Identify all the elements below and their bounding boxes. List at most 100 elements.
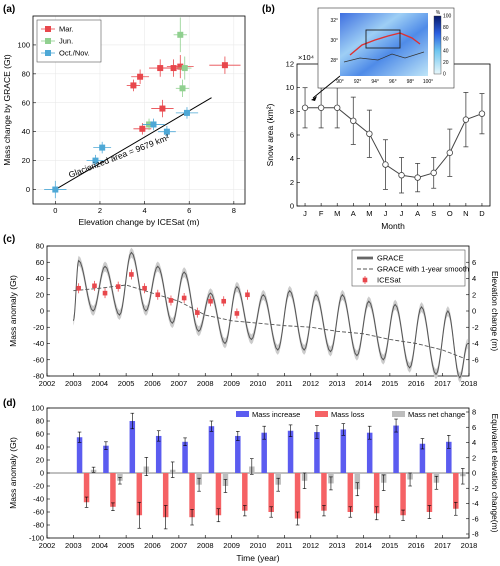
panel-a-xtick-label-2: 4	[142, 206, 146, 215]
panel-b-label: (b)	[262, 4, 275, 15]
panel-c-ylabel: Mass anomaly (Gt)	[8, 275, 18, 347]
panel-a-octnov-point-3-marker	[150, 121, 157, 128]
panel-d-y2tick-label-2: -4	[472, 499, 479, 508]
inset-pointer-arrowhead	[311, 96, 317, 101]
panel-a-mar-point-1-marker	[137, 73, 144, 80]
panel-b-point-2	[334, 104, 341, 111]
panel-a-legend-marker-0	[45, 26, 51, 32]
panel-a-legend-label-0: Mar.	[59, 25, 74, 34]
panel-d-ytick-label-10: 100	[31, 404, 44, 413]
panel-c-ytick-label-1: -60	[33, 355, 44, 364]
inset-map-image	[340, 13, 428, 76]
panel-c-legend-label-2: ICESat	[377, 276, 402, 285]
panel-d-ytick-label-3: -40	[33, 495, 44, 504]
panel-c-icesat-point-13	[245, 292, 250, 298]
panel-b-point-8	[430, 169, 437, 177]
panel-b-point-1	[317, 104, 325, 111]
panel-d-xtick-label-15: 2017	[434, 541, 451, 550]
panel-c-xtick-label-16: 2018	[461, 379, 478, 388]
panel-d-xtick-label-12: 2014	[355, 541, 372, 550]
panel-c-legend: GRACE GRACE with 1-year smooth ICESat	[351, 249, 469, 287]
panel-d-bar-mass-loss-2011	[294, 473, 301, 519]
panel-d-bar-mass-loss-2013	[347, 473, 354, 512]
panel-b-ylabel: Snow area (km²)	[265, 103, 275, 166]
panel-b-xtick-label-1: F	[319, 209, 324, 218]
panel-c-icesat-point-10	[208, 298, 213, 304]
panel-c-ytick-label-5: 20	[36, 290, 44, 299]
panel-c-xtick-label-1: 2003	[65, 379, 82, 388]
panel-c-y2tick-label-0: -6	[472, 355, 479, 364]
panel-c-ytick-label-2: -40	[33, 339, 44, 348]
panel-b-xtick-label-11: D	[479, 209, 485, 218]
inset-xtick-4: 98°	[407, 79, 415, 85]
panel-c-ytick-label-7: 60	[36, 258, 44, 267]
panel-d-bar-mass-increase-2014	[366, 432, 373, 473]
panel-b-point-7	[414, 174, 421, 181]
panel-d-xtick-label-3: 2005	[118, 541, 135, 550]
panel-d-bar-mass-increase-2013	[340, 429, 347, 473]
panel-a-octnov-point-0	[44, 180, 67, 199]
panel-a-ytick-label-2: 40	[22, 127, 30, 136]
panel-a-ytick-label-5: 100	[17, 40, 30, 49]
panel-d-bar-mass-loss-2009	[242, 473, 248, 511]
panel-d-bar-mass-increase-2010	[261, 432, 267, 473]
panel-a-jun-point-0-marker	[177, 31, 184, 38]
panel-d-bar-mass-increase-2006	[155, 435, 162, 473]
panel-c-icesat-point-1	[92, 283, 97, 289]
panel-d-ytick-label-9: 80	[36, 417, 44, 426]
inset-colorbar-tick-5: 0	[443, 72, 446, 78]
panel-a-ytick-label-3: 60	[22, 98, 30, 107]
panel-d-legend-label-1: Mass loss	[331, 410, 365, 419]
panel-d-xtick-label-2: 2004	[91, 541, 108, 550]
panel-d-bar-mass-loss-2005	[136, 473, 143, 516]
inset-colorbar	[433, 15, 442, 75]
panel-b-xtick-label-2: M	[334, 209, 340, 218]
panel-d-ylabel-right: Equivalent elevation change(m)	[490, 413, 500, 532]
panel-a-octnov-point-4	[157, 125, 176, 138]
panel-c-y2tick-label-3: 0	[472, 307, 476, 316]
panel-d-y2tick-label-6: 4	[472, 438, 476, 447]
panel-b-point-3	[350, 117, 357, 124]
panel-a-jun-point-2	[178, 56, 192, 80]
panel-d-bar-mass-increase-2008	[208, 426, 215, 473]
panel-d-xtick-label-6: 2008	[197, 541, 214, 550]
panel-d-y2tick-label-4: 0	[472, 469, 476, 478]
panel-a-octnov-point-1-marker	[92, 157, 99, 164]
panel-a-jun-point-0	[173, 17, 187, 53]
panel-c-icesat-point-2	[102, 290, 108, 296]
panel-a-annotation: Glacierized area = 9679 km²	[67, 132, 171, 180]
panel-a-octnov-point-5-marker	[183, 109, 190, 116]
panel-c-icesat-point-6	[155, 292, 161, 298]
panel-d-bar-mass-net-change-2004	[117, 473, 123, 481]
panel-d-xtick-label-11: 2013	[329, 541, 346, 550]
panel-a-axes	[32, 15, 246, 205]
panel-c-y2tick-label-1: -4	[472, 339, 479, 348]
panel-d-bar-mass-loss-2012	[321, 473, 327, 511]
panel-a-ytick-label-1: 20	[22, 156, 30, 165]
panel-b: (b) J F M A M J J A S O N D 0 2 4 6 8 10 12 ×10⁴ Month Sno…	[262, 4, 491, 231]
panel-b-xtick-label-5: J	[384, 209, 388, 218]
panel-a-octnov-point-2	[93, 141, 112, 154]
panel-b-ytick-label-5: 10	[286, 83, 294, 92]
panel-c-y2tick-label-6: 6	[472, 258, 476, 267]
panel-d-xtick-label-10: 2012	[302, 541, 319, 550]
panel-c-label: (c)	[3, 234, 15, 245]
panel-c-y2tick-label-4: 2	[472, 290, 476, 299]
panel-d-bar-mass-increase-2016	[419, 443, 426, 473]
panel-d-bar-mass-increase-2012	[314, 432, 320, 473]
panel-b-point-4	[366, 130, 373, 138]
panel-c-ytick-label-3: -20	[33, 323, 44, 332]
panel-c-legend-icesat-marker	[362, 277, 368, 283]
panel-d-y2tick-label-0: -8	[472, 530, 479, 539]
panel-a-xlabel: Elevation change by ICESat (m)	[79, 217, 200, 227]
panel-d-xlabel: Time (year)	[236, 553, 279, 563]
panel-a-ylabel: Mass change by GRACE (Gt)	[2, 54, 12, 166]
panel-b-point-5	[382, 161, 389, 168]
panel-d-ylabel: Mass anomaly (Gt)	[8, 437, 18, 509]
panel-d-bar-mass-increase-2015	[393, 425, 399, 473]
panel-c-xtick-label-6: 2008	[197, 379, 214, 388]
panel-c-xtick-label-0: 2002	[39, 379, 56, 388]
panel-a-xtick-label-1: 2	[98, 206, 102, 215]
panel-b-xtick-label-8: S	[431, 209, 436, 218]
